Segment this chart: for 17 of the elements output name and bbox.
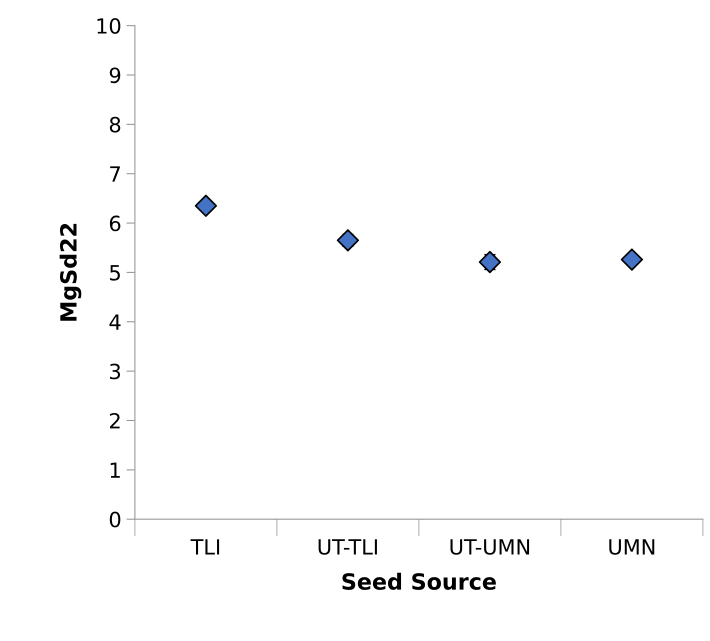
y-tick-label: 1: [110, 462, 120, 478]
y-tick-label: 6: [110, 216, 120, 232]
x-tick-label: UMN: [609, 539, 654, 555]
y-tick-label: 8: [110, 116, 120, 133]
y-tick-label: 10: [97, 18, 120, 34]
y-tick-label: 7: [110, 166, 120, 182]
y-axis-title: MgSd22: [60, 224, 82, 321]
y-tick-label: 3: [110, 364, 120, 380]
x-tick-label: TLI: [190, 539, 220, 554]
y-tick-label: 9: [110, 67, 120, 84]
x-tick-label: UT-TLI: [318, 539, 377, 555]
x-axis-title: Seed Source: [342, 572, 496, 590]
y-tick-label: 5: [110, 265, 120, 281]
y-tick-label: 0: [110, 512, 120, 528]
x-tick-label: UT-UMN: [450, 539, 530, 555]
y-tick-label: 4: [109, 314, 121, 330]
y-tick-label: 2: [110, 412, 120, 428]
